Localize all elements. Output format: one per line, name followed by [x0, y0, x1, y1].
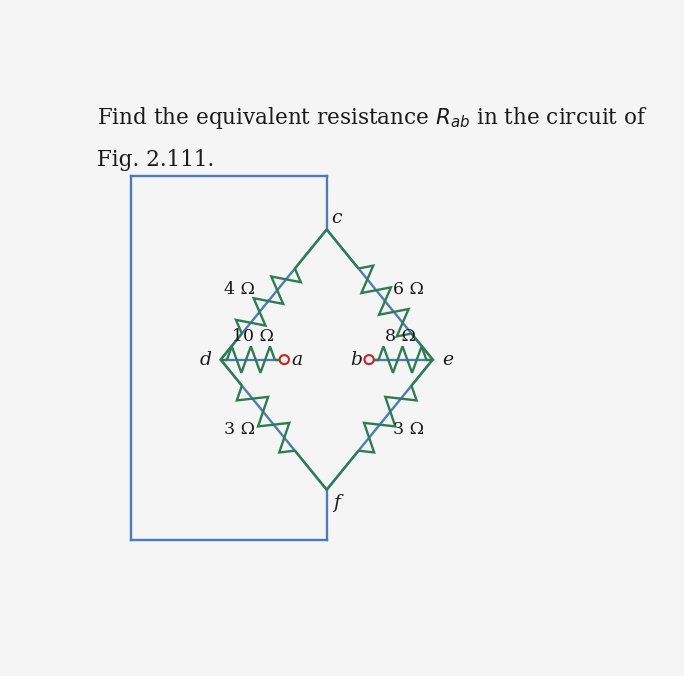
Ellipse shape [365, 355, 373, 364]
Text: 10 Ω: 10 Ω [232, 328, 274, 345]
Text: Fig. 2.111.: Fig. 2.111. [97, 149, 214, 171]
Text: 8 Ω: 8 Ω [386, 328, 417, 345]
Text: e: e [442, 351, 453, 368]
Text: 4 Ω: 4 Ω [224, 281, 254, 298]
Ellipse shape [365, 355, 373, 364]
Text: f: f [332, 493, 340, 512]
Text: c: c [331, 209, 341, 227]
Text: 6 Ω: 6 Ω [393, 281, 424, 298]
Text: d: d [200, 351, 212, 368]
Ellipse shape [280, 355, 289, 364]
Text: 3 Ω: 3 Ω [224, 421, 254, 438]
Ellipse shape [280, 355, 289, 364]
Text: a: a [291, 351, 302, 368]
Text: b: b [350, 351, 363, 368]
Text: Find the equivalent resistance $R_{ab}$ in the circuit of: Find the equivalent resistance $R_{ab}$ … [97, 105, 648, 130]
Text: 3 Ω: 3 Ω [393, 421, 424, 438]
